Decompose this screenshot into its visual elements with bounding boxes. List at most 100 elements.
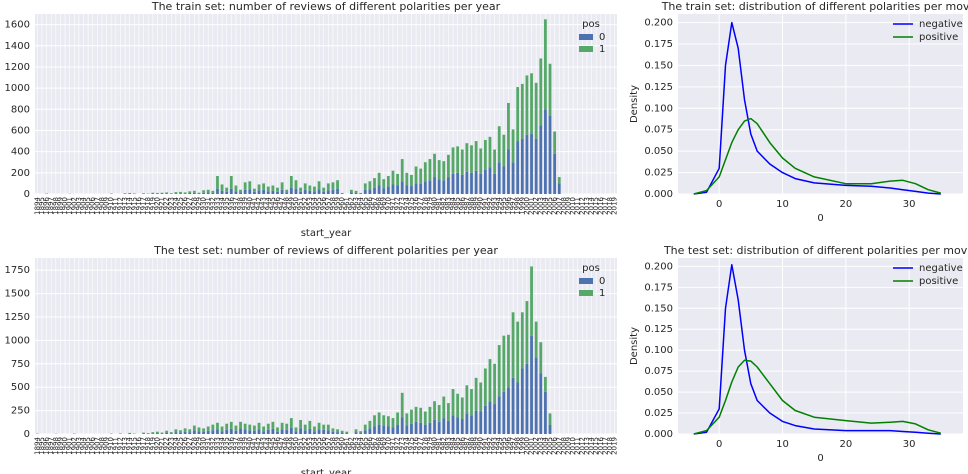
bar-segment [294,427,298,432]
bar-segment [368,420,372,429]
x-tick-label: 1921 [158,437,166,455]
x-tick-label: 1903 [75,437,83,455]
y-tick-label: 0.175 [644,282,673,293]
x-tick-label: 1984 [449,196,457,214]
x-tick-label: 1968 [375,437,383,455]
bar-segment [451,389,455,416]
bar-segment [271,190,275,194]
bar-segment [456,146,460,173]
x-tick-label: 1894 [33,196,41,214]
bar-segment [539,125,543,194]
bar-segment [502,335,506,392]
bar-segment [313,426,316,432]
x-tick-label: 1979 [426,197,434,215]
bar-segment [234,430,238,434]
x-tick-label: 1936 [227,436,235,454]
x-tick-label: 1915 [130,197,138,215]
x-tick-label: 2011 [574,197,582,215]
x-tick-label: 1947 [278,197,286,215]
x-tick-label: 1964 [357,436,365,454]
x-tick-label: 1910 [107,437,115,455]
x-tick-label: 1943 [260,437,268,455]
bar-segment [460,149,464,175]
bar-segment [169,193,173,194]
bar-segment [557,177,561,184]
bar-segment [377,172,381,186]
bar-segment [516,141,520,194]
bar-segment [474,141,478,171]
bar-segment [174,429,178,433]
x-tick-label: 1899 [56,197,64,215]
bar-segment [534,82,538,139]
x-tick-label: 1895 [38,197,46,215]
bar-segment [322,429,326,434]
bar-segment [142,432,145,434]
bar-segment [202,190,205,193]
bar-segment [174,432,178,434]
bar-segment [248,181,252,190]
bar-segment [493,149,496,174]
y-tick-label: 0.200 [644,18,673,29]
x-tick-label: 1989 [472,197,480,215]
bar-segment [520,312,524,369]
x-tick-label: 1941 [250,197,258,215]
y-tick-label: 500 [11,382,30,393]
bar-segment [382,425,386,434]
bar-segment [280,429,284,434]
bar-segment [354,429,358,433]
x-tick-label: 1969 [380,437,388,455]
y-tick-label: 0.100 [644,345,673,356]
bar-segment [548,115,552,194]
x-tick-label: 1934 [218,196,226,214]
x-tick-label: 1993 [491,197,499,215]
chart-title: The test set: distribution of different … [663,244,968,257]
x-tick-label: 1957 [324,437,332,455]
bar-segment [156,433,159,434]
bar-segment [146,433,150,434]
bar-segment [377,185,381,194]
bar-segment [220,184,224,191]
bar-segment [368,428,372,434]
bar-segment [322,424,326,430]
x-tick-label: 1936 [227,196,235,214]
bar-segment [465,143,469,172]
x-tick-label: 2007 [555,437,563,455]
x-tick-label: 1913 [121,197,129,215]
bar-segment [520,368,524,434]
bar-segment [285,429,289,434]
x-tick-label: 1954 [310,196,318,214]
bar-segment [507,387,510,434]
bar-segment [516,321,520,383]
x-tick-label: 1981 [435,437,443,455]
bar-segment [373,426,376,434]
x-tick-label: 1994 [495,196,503,214]
bar-segment [419,407,423,423]
bar-segment [266,429,270,434]
bar-segment [262,426,266,432]
bar-segment [289,418,293,428]
bar-segment [386,416,390,427]
bar-segment [340,430,344,433]
density-line [693,21,941,195]
bar-segment [174,193,178,194]
bar-segment [354,432,358,434]
bar-segment [313,186,316,192]
y-tick-label: 0.150 [644,303,673,314]
x-tick-label: 1954 [310,436,318,454]
x-tick-label: 1929 [195,197,203,215]
bar-segment [483,405,487,434]
x-tick-label: 1959 [334,437,342,455]
bar-segment [294,180,298,189]
legend-label: 1 [599,288,605,299]
bar-segment [483,368,487,406]
x-tick-label: 1999 [518,437,526,455]
bar-segment [511,129,515,163]
bar-segment [447,154,450,178]
bar-segment [183,193,187,194]
bar-segment [497,162,501,194]
bar-segment [483,169,487,194]
x-tick-label: 1911 [112,437,120,455]
x-tick-label: 1967 [371,197,379,215]
bar-segment [322,187,326,192]
x-tick-label: 1950 [292,197,300,215]
